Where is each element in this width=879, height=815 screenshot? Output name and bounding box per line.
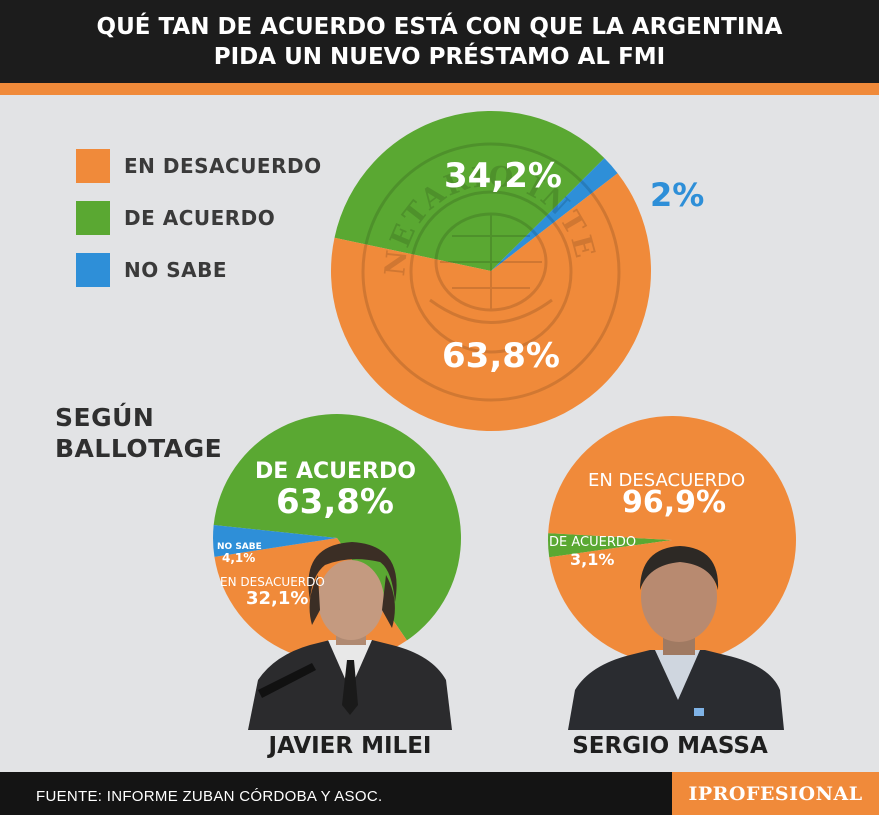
- iprofesional-logo: IPROFESIONAL: [672, 772, 879, 815]
- massa-photo: [568, 546, 784, 730]
- legend-swatch-no-sabe: [76, 253, 110, 287]
- candidate-name-massa: SERGIO MASSA: [572, 733, 768, 759]
- main-label-acuerdo: 34,2%: [444, 156, 562, 196]
- section-title-line-2: BALLOTAGE: [55, 434, 223, 463]
- legend-item-desacuerdo: EN DESACUERDO: [76, 140, 322, 192]
- seal-outer-ring: [361, 142, 621, 402]
- legend-item-acuerdo: DE ACUERDO: [76, 192, 322, 244]
- header-accent-stripe: [0, 83, 879, 95]
- section-title-line-1: SEGÚN: [55, 403, 155, 432]
- legend-swatch-desacuerdo: [76, 149, 110, 183]
- pie-slice-no-sabe: [491, 158, 618, 271]
- massa-pie-chart: [548, 415, 796, 664]
- milei-photo: [248, 542, 452, 730]
- pie-slice-en-desacuerdo: [330, 173, 651, 432]
- milei-label-acuerdo-name: DE ACUERDO: [255, 459, 416, 484]
- seal-globe-grid: [440, 214, 542, 310]
- legend-item-no-sabe: NO SABE: [76, 244, 322, 296]
- header-bar: [0, 0, 879, 83]
- legend: EN DESACUERDO DE ACUERDO NO SABE: [76, 140, 322, 296]
- main-label-desacuerdo: 63,8%: [442, 336, 560, 376]
- massa-label-acuerdo-name: DE ACUERDO: [549, 535, 637, 550]
- legend-swatch-acuerdo: [76, 201, 110, 235]
- massa-label-desacuerdo-name: EN DESACUERDO: [588, 470, 746, 491]
- legend-label-acuerdo: DE ACUERDO: [124, 206, 276, 230]
- legend-label-desacuerdo: EN DESACUERDO: [124, 154, 322, 178]
- milei-label-desacuerdo-value: 32,1%: [246, 588, 309, 609]
- pie-slice-de-acuerdo: [548, 533, 672, 558]
- source-note: FUENTE: INFORME ZUBAN CÓRDOBA Y ASOC.: [36, 788, 383, 805]
- title-line-1: QUÉ TAN DE ACUERDO ESTÁ CON QUE LA ARGEN…: [96, 14, 783, 40]
- seal-wreath: [429, 298, 553, 324]
- main-pie-chart: [330, 111, 651, 432]
- massa-label-desacuerdo-value: 96,9%: [622, 485, 727, 520]
- legend-label-no-sabe: NO SABE: [124, 258, 227, 282]
- pie-slice-en-desacuerdo: [548, 415, 796, 664]
- pie-slice-de-acuerdo: [213, 413, 462, 641]
- seal-inner-ring: [409, 190, 573, 354]
- pie-slice-de-acuerdo: [334, 111, 605, 271]
- chart-title: QUÉ TAN DE ACUERDO ESTÁ CON QUE LA ARGEN…: [0, 12, 879, 72]
- milei-label-desacuerdo-name: EN DESACUERDO: [220, 575, 325, 589]
- candidate-name-milei: JAVIER MILEI: [268, 733, 432, 759]
- massa-label-acuerdo-value: 3,1%: [570, 550, 615, 569]
- seal-globe: [434, 212, 548, 312]
- section-title: SEGÚN BALLOTAGE: [55, 402, 222, 464]
- milei-label-no-sabe-value: 4,1%: [222, 551, 256, 565]
- main-label-no-sabe: 2%: [650, 176, 705, 214]
- pie-slice-no-sabe: [213, 525, 337, 557]
- milei-label-acuerdo-value: 63,8%: [276, 482, 394, 522]
- title-line-2: PIDA UN NUEVO PRÉSTAMO AL FMI: [213, 44, 666, 70]
- milei-label-no-sabe-name: NO SABE: [217, 542, 262, 552]
